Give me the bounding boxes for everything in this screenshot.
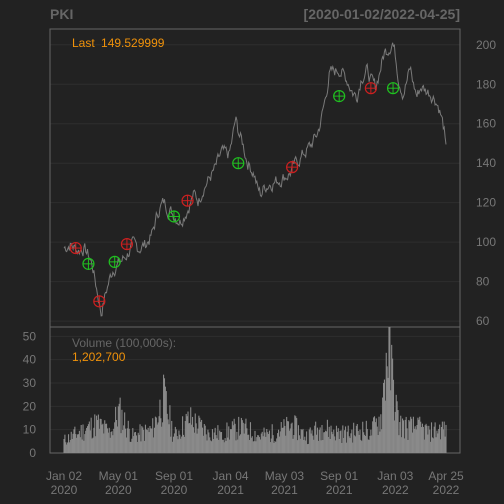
price-tick-label: 60 <box>476 314 490 328</box>
date-tick-label: Sep 01 <box>320 469 358 483</box>
date-tick-year: 2021 <box>217 483 244 497</box>
date-tick-year: 2022 <box>433 483 460 497</box>
date-tick-year: 2021 <box>326 483 353 497</box>
sell-marker <box>364 82 377 95</box>
sell-marker <box>181 194 194 207</box>
price-line <box>63 42 447 317</box>
date-tick-label: Sep 01 <box>155 469 193 483</box>
volume-last-value: 1,202,700 <box>72 350 126 364</box>
chart-date-range: [2020-01-02/2022-04-25] <box>304 6 460 22</box>
volume-axis: 0 10 20 30 40 50 <box>23 329 37 460</box>
date-tick-year: 2021 <box>271 483 298 497</box>
date-tick-label: May 03 <box>265 469 305 483</box>
sell-marker <box>93 295 106 308</box>
buy-marker <box>333 89 346 103</box>
last-price-value: 149.529999 <box>101 36 165 50</box>
last-price-label: Last 149.529999 <box>72 36 165 50</box>
price-tick-label: 140 <box>476 156 496 170</box>
price-axis: 60 80 100 120 140 160 180 200 <box>476 38 496 328</box>
sell-marker <box>69 241 82 255</box>
volume-tick-label: 30 <box>23 376 37 390</box>
volume-tick-label: 0 <box>29 446 36 460</box>
volume-tick-label: 20 <box>23 399 37 413</box>
volume-bars <box>63 327 447 453</box>
date-tick-year: 2020 <box>105 483 132 497</box>
buy-marker <box>108 255 121 268</box>
buy-marker <box>167 210 181 223</box>
volume-tick-label: 50 <box>23 329 37 343</box>
price-tick-label: 200 <box>476 38 496 52</box>
date-tick-year: 2020 <box>161 483 188 497</box>
volume-label: Volume (100,000s): <box>72 336 176 350</box>
price-tick-label: 180 <box>476 77 496 91</box>
date-tick-label: Jan 04 <box>213 469 249 483</box>
date-tick-year: 2022 <box>382 483 409 497</box>
buy-marker <box>82 257 95 270</box>
date-tick-label: Jan 03 <box>377 469 413 483</box>
buy-marker <box>232 157 245 170</box>
date-tick-label: Jan 02 <box>46 469 82 483</box>
price-tick-label: 120 <box>476 196 496 210</box>
buy-marker <box>386 82 400 95</box>
signal-markers <box>69 82 400 308</box>
date-tick-label: Apr 25 <box>428 469 464 483</box>
last-price-prefix: Last <box>72 36 95 50</box>
sell-marker <box>120 238 134 251</box>
chart-symbol: PKI <box>50 6 73 22</box>
price-tick-label: 160 <box>476 117 496 131</box>
price-tick-label: 80 <box>476 275 490 289</box>
date-tick-label: May 01 <box>99 469 139 483</box>
sell-marker <box>286 161 299 174</box>
grid-lines <box>50 44 460 454</box>
volume-tick-label: 10 <box>23 423 37 437</box>
date-tick-year: 2020 <box>51 483 78 497</box>
volume-tick-label: 40 <box>23 353 37 367</box>
price-tick-label: 100 <box>476 235 496 249</box>
